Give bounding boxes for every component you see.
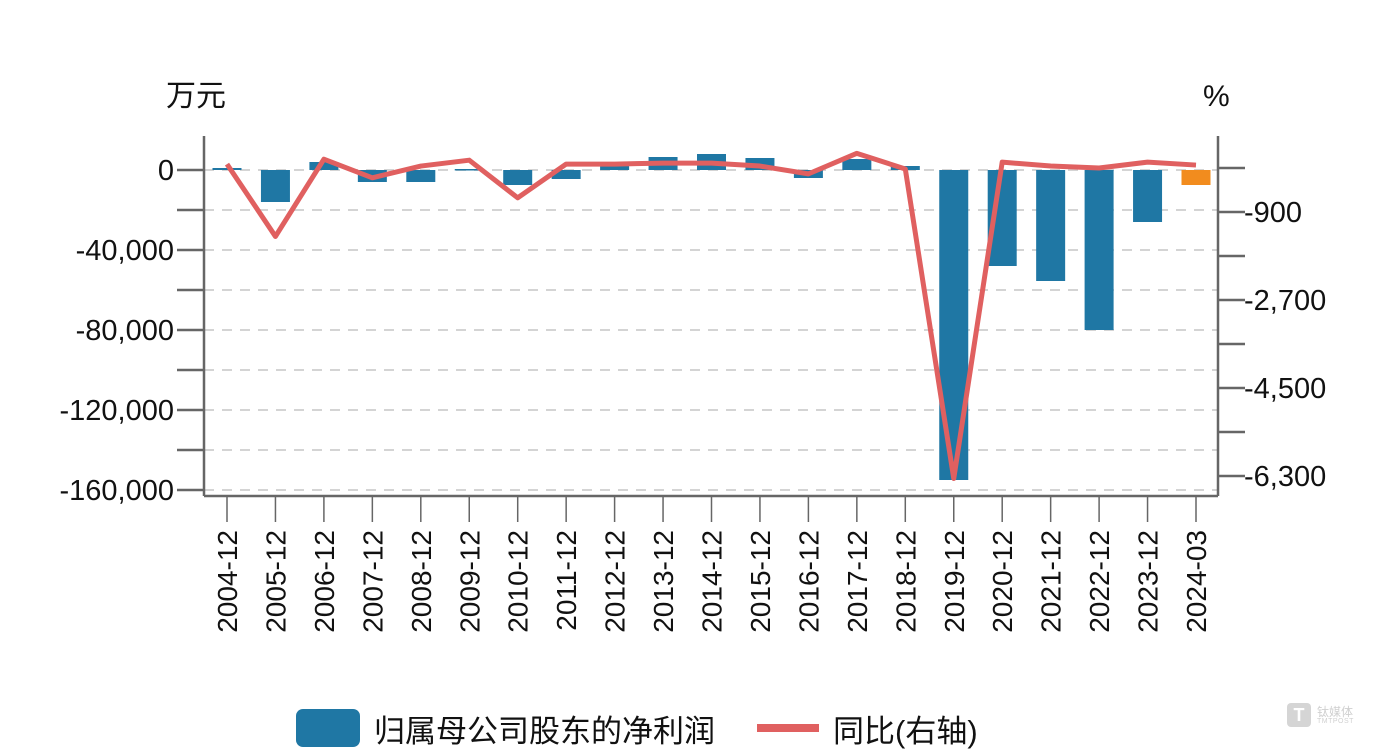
right-tick-label: -6,300	[1244, 461, 1326, 493]
x-tick-label: 2016-12	[793, 530, 824, 633]
legend: 归属母公司股东的净利润 同比(右轴)	[296, 706, 978, 750]
legend-item-net-profit[interactable]: 归属母公司股东的净利润	[296, 706, 715, 751]
left-tick-label: -40,000	[76, 235, 174, 267]
right-axis-unit: %	[1203, 80, 1230, 113]
bar-series	[212, 154, 1211, 480]
right-tick-label: -900	[1244, 197, 1302, 229]
left-tick-label: 0	[158, 155, 174, 187]
x-tick-label: 2011-12	[551, 530, 582, 631]
legend-item-yoy[interactable]: 同比(右轴)	[715, 706, 978, 751]
left-tick-label: -160,000	[60, 475, 175, 507]
bar	[939, 170, 969, 480]
bar	[212, 168, 242, 170]
x-tick-label: 2004-12	[212, 530, 243, 633]
x-tick-label: 2012-12	[600, 530, 631, 633]
bar	[1084, 170, 1114, 330]
watermark-en: TMTPOST	[1317, 717, 1354, 725]
right-tick-label: -4,500	[1244, 373, 1326, 405]
chart: 0 -40,000 -80,000 -120,000 -160,000 -900 -2,70…	[60, 80, 1327, 633]
right-tick-label: -2,700	[1244, 285, 1326, 317]
x-tick-label: 2014-12	[697, 530, 728, 633]
bar	[503, 170, 533, 185]
x-tick-label: 2024-03	[1181, 530, 1212, 633]
left-tick-label: -80,000	[76, 315, 174, 347]
axes: 0 -40,000 -80,000 -120,000 -160,000 -900 -2,70…	[60, 136, 1326, 633]
x-tick-label: 2013-12	[648, 530, 679, 633]
x-tick-label: 2020-12	[987, 530, 1018, 633]
x-tick-label: 2019-12	[939, 530, 970, 633]
x-tick-label: 2009-12	[454, 530, 485, 633]
bar	[551, 170, 581, 179]
x-tick-label: 2007-12	[357, 530, 388, 633]
x-tick-label: 2010-12	[503, 530, 534, 633]
bar	[309, 162, 339, 170]
bar	[842, 159, 872, 170]
legend-label-net-profit: 归属母公司股东的净利润	[374, 713, 715, 749]
x-tick-label: 2006-12	[309, 530, 340, 633]
gridlines	[204, 169, 1218, 491]
left-tick-label: -120,000	[60, 395, 175, 427]
line-series-yoy	[224, 150, 1197, 481]
x-tick-label: 2015-12	[745, 530, 776, 633]
bar	[1036, 170, 1066, 281]
bar	[1181, 170, 1211, 185]
legend-label-yoy: 同比(右轴)	[833, 713, 978, 749]
bar	[260, 170, 290, 202]
x-tick-label: 2017-12	[842, 530, 873, 633]
watermark-cn: 钛媒体	[1317, 704, 1354, 719]
line-swatch-icon	[757, 724, 819, 732]
bar-swatch-icon	[296, 709, 360, 747]
left-axis-unit: 万元	[166, 80, 226, 113]
x-tick-label: 2022-12	[1084, 530, 1115, 633]
x-tick-label: 2023-12	[1133, 530, 1164, 633]
bar	[1133, 170, 1163, 222]
bar	[454, 169, 484, 171]
x-tick-label: 2021-12	[1036, 530, 1067, 633]
x-tick-label: 2018-12	[890, 530, 921, 633]
watermark: T 钛媒体 TMTPOST	[1287, 703, 1354, 727]
bar	[406, 170, 436, 182]
tmtpost-logo-icon: T	[1287, 703, 1311, 727]
x-tick-label: 2008-12	[406, 530, 437, 633]
x-tick-label: 2005-12	[260, 530, 291, 633]
